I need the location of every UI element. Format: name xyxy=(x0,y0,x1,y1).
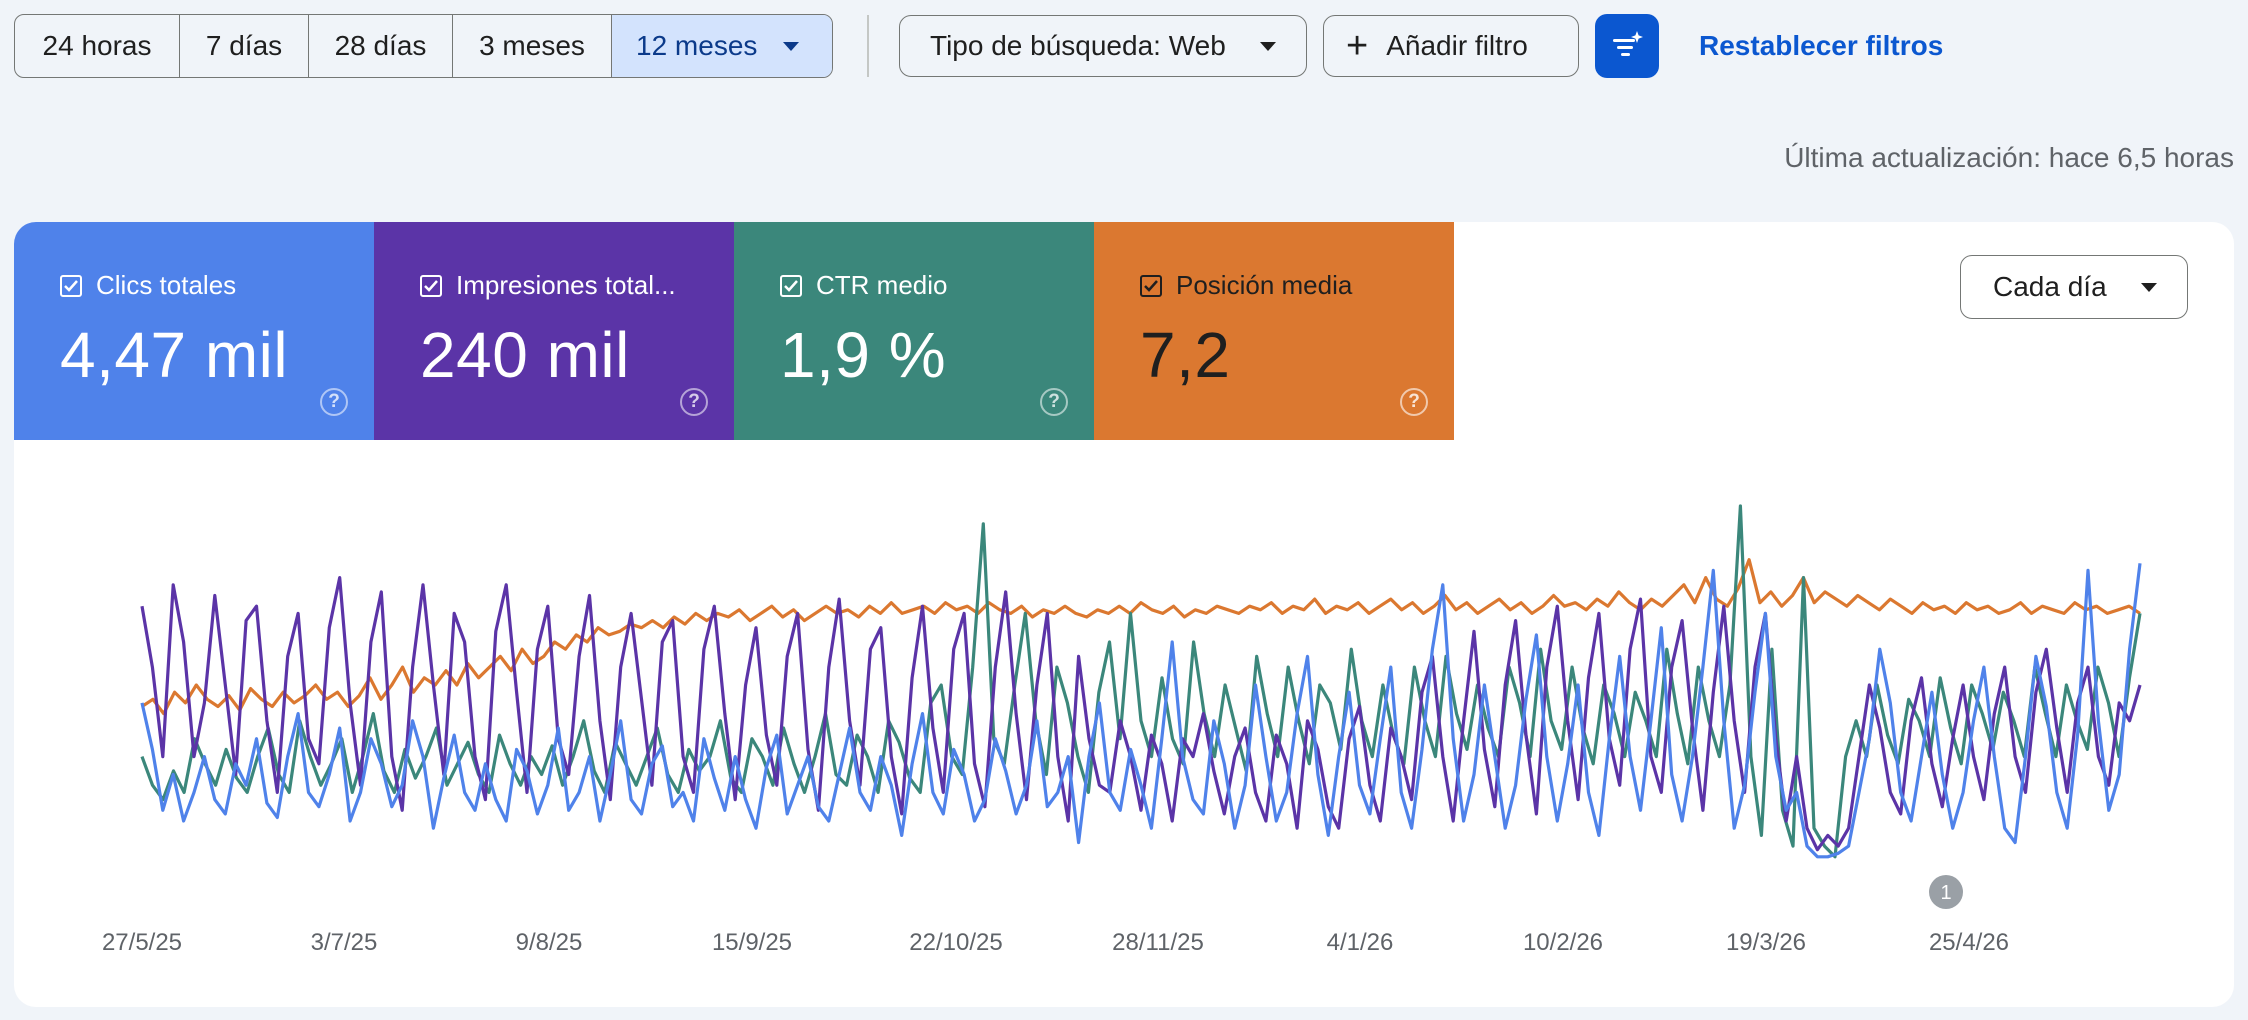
range-24h-button[interactable]: 24 horas xyxy=(15,15,180,77)
x-tick-label: 19/3/26 xyxy=(1726,929,1806,956)
x-tick-label: 22/10/25 xyxy=(909,929,1002,956)
metric-label: Impresiones total... xyxy=(456,270,676,300)
performance-card: 27/5/25 3/7/25 9/8/25 15/9/25 22/10/25 28/11/… xyxy=(14,222,2234,1007)
help-icon[interactable]: ? xyxy=(320,388,348,416)
metric-header: CTR medio xyxy=(780,270,947,301)
help-icon[interactable]: ? xyxy=(1040,388,1068,416)
metric-label: Clics totales xyxy=(96,270,237,300)
metric-label: CTR medio xyxy=(816,270,948,300)
x-tick-label: 27/5/25 xyxy=(102,929,182,956)
filter-sparkle-button[interactable] xyxy=(1595,14,1659,78)
chevron-down-icon xyxy=(2141,282,2157,292)
date-range-selector: 24 horas 7 días 28 días 3 meses 12 meses xyxy=(14,14,833,78)
range-3m-button[interactable]: 3 meses xyxy=(453,15,612,77)
last-updated-text: Última actualización: hace 6,5 horas xyxy=(1784,142,2234,173)
series-line-3 xyxy=(141,558,2141,716)
metric-average-ctr[interactable]: CTR medio 1,9 % ? xyxy=(734,222,1094,440)
series-line-0 xyxy=(140,563,2142,859)
range-7d-button[interactable]: 7 días xyxy=(180,15,309,77)
metric-average-position[interactable]: Posición media 7,2 ? xyxy=(1094,222,1454,440)
chevron-down-icon xyxy=(783,41,800,51)
checkbox-checked-icon[interactable] xyxy=(60,274,82,297)
checkbox-checked-icon[interactable] xyxy=(420,274,442,297)
checkbox-checked-icon[interactable] xyxy=(780,274,802,297)
range-12m-label: 12 meses xyxy=(636,30,758,61)
range-28d-button[interactable]: 28 días xyxy=(309,15,453,77)
annotation-marker[interactable]: 1 xyxy=(1929,875,1963,909)
annotation-label: 1 xyxy=(1940,882,1951,904)
series-line-2 xyxy=(140,504,2142,859)
help-icon[interactable]: ? xyxy=(680,388,708,416)
metric-header: Impresiones total... xyxy=(420,270,676,301)
x-tick-label: 28/11/25 xyxy=(1112,929,1204,956)
help-icon[interactable]: ? xyxy=(1400,388,1428,416)
reset-filters-link[interactable]: Restablecer filtros xyxy=(1699,30,1944,61)
granularity-label: Cada día xyxy=(1993,271,2107,302)
x-tick-label: 3/7/25 xyxy=(311,929,378,956)
series-line-1 xyxy=(140,576,2142,852)
granularity-dropdown[interactable]: Cada día xyxy=(1960,255,2188,319)
metric-header: Posición media xyxy=(1140,270,1352,301)
metric-value: 1,9 % xyxy=(780,319,947,391)
metric-value: 240 mil xyxy=(420,319,630,391)
metric-header: Clics totales xyxy=(60,270,236,301)
search-type-dropdown[interactable]: Tipo de búsqueda: Web xyxy=(899,15,1307,77)
chevron-down-icon xyxy=(1260,41,1276,51)
search-type-label: Tipo de búsqueda: Web xyxy=(930,30,1226,61)
toolbar-divider xyxy=(867,15,869,77)
checkbox-checked-icon[interactable] xyxy=(1140,274,1162,297)
metric-tiles: Clics totales 4,47 mil ? Impresiones tot… xyxy=(14,222,1454,440)
x-tick-label: 25/4/26 xyxy=(1929,929,2009,956)
metric-total-clicks[interactable]: Clics totales 4,47 mil ? xyxy=(14,222,374,440)
performance-chart: 27/5/25 3/7/25 9/8/25 15/9/25 22/10/25 28/11/… xyxy=(102,504,2142,956)
filter-sparkle-icon xyxy=(1613,31,1643,56)
metric-total-impressions[interactable]: Impresiones total... 240 mil ? xyxy=(374,222,734,440)
add-filter-label: Añadir filtro xyxy=(1386,30,1528,61)
annotation-circle[interactable] xyxy=(1929,875,1963,909)
x-tick-label: 15/9/25 xyxy=(712,929,792,956)
range-12m-button[interactable]: 12 meses xyxy=(612,15,832,77)
x-tick-label: 4/1/26 xyxy=(1327,929,1394,956)
add-filter-button[interactable]: + Añadir filtro xyxy=(1323,15,1579,77)
metric-label: Posición media xyxy=(1176,270,1353,300)
toolbar: 24 horas 7 días 28 días 3 meses 12 meses… xyxy=(14,14,1943,78)
plus-icon: + xyxy=(1346,25,1369,67)
x-tick-label: 9/8/25 xyxy=(516,929,583,956)
metric-value: 7,2 xyxy=(1140,319,1231,391)
metric-value: 4,47 mil xyxy=(60,319,289,391)
x-tick-label: 10/2/26 xyxy=(1523,929,1603,956)
